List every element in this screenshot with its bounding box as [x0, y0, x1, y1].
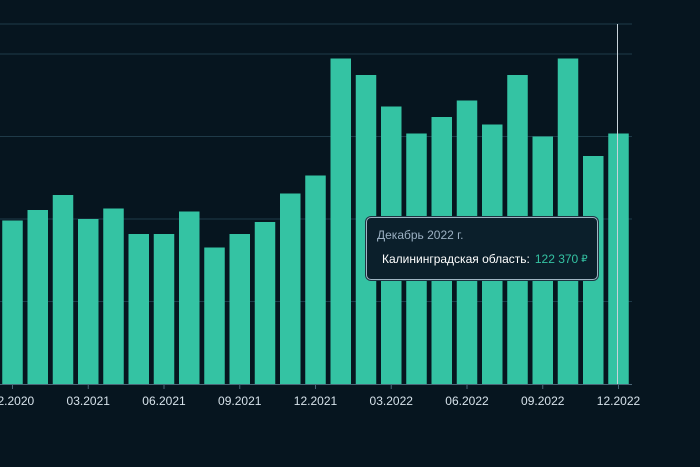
x-tick-label: 06.2021	[142, 394, 186, 408]
tooltip-title: Декабрь 2022 г.	[377, 228, 464, 242]
tooltip-row: Калининградская область: 122 370 ₽	[377, 252, 588, 266]
bar[interactable]	[27, 210, 49, 384]
x-tick-label: 03.2021	[67, 394, 111, 408]
tooltip-unit: ₽	[581, 253, 588, 265]
bar[interactable]	[128, 234, 150, 384]
x-tick-label: 06.2022	[445, 394, 489, 408]
bars	[2, 58, 629, 385]
bar[interactable]	[153, 234, 175, 384]
bar[interactable]	[103, 208, 124, 385]
x-tick-label: 12.2020	[0, 394, 35, 408]
x-tick-label: 12.2022	[597, 394, 641, 408]
bar[interactable]	[608, 133, 629, 385]
x-axis: 12.2020 03.2021 06.2021 09.2021 12.2021 03.20…	[0, 384, 641, 408]
bar[interactable]	[78, 219, 99, 384]
chart-tooltip: Декабрь 2022 г. Калининградская область:…	[366, 217, 598, 280]
bar[interactable]	[280, 193, 301, 385]
bar[interactable]	[305, 175, 326, 385]
bar[interactable]	[179, 211, 200, 385]
bar[interactable]	[254, 222, 276, 384]
bar[interactable]	[330, 58, 352, 385]
x-tick-label: 12.2021	[294, 394, 338, 408]
x-tick-label: 03.2022	[370, 394, 414, 408]
bar[interactable]	[229, 234, 251, 384]
tooltip-series-label: Калининградская область:	[382, 252, 530, 266]
bar[interactable]	[204, 247, 225, 385]
bar[interactable]	[2, 220, 23, 385]
tooltip-value: 122 370	[534, 252, 579, 266]
bar[interactable]	[52, 195, 74, 384]
x-tick-label: 09.2022	[521, 394, 565, 408]
x-tick-label: 09.2021	[218, 394, 262, 408]
